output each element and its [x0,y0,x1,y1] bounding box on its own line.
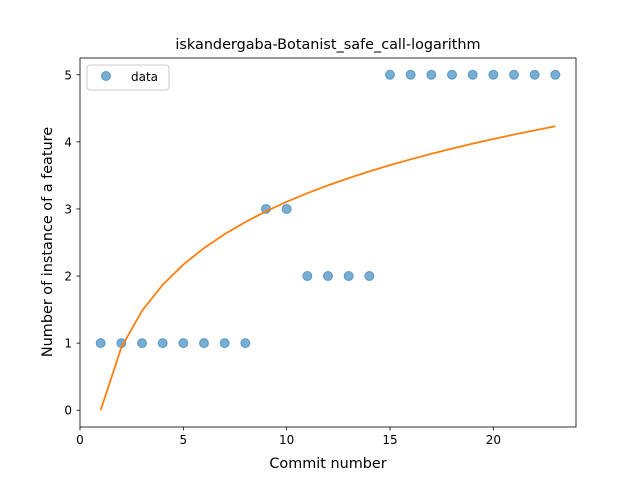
y-tick-label: 3 [64,202,72,216]
data-point [343,271,354,282]
data-point [157,338,168,349]
data-point [281,203,292,214]
y-tick-label: 2 [64,270,72,284]
y-axis-label: Number of instance of a feature [40,127,56,357]
data-point [529,69,540,80]
data-point [488,69,499,80]
y-tick-label: 0 [64,404,72,418]
x-tick-label: 5 [180,433,188,447]
x-tick-label: 15 [382,433,397,447]
data-point [137,338,147,349]
data-point [302,271,313,282]
fit-line [99,125,556,411]
data-point [178,338,189,349]
data-point [447,69,457,80]
chart-title: iskandergaba-Botanist_safe_call-logarith… [175,37,480,53]
x-tick-label: 10 [279,433,294,447]
y-tick-label: 5 [64,68,72,82]
y-tick-label: 1 [64,337,72,351]
data-point [550,69,561,80]
x-axis-label: Commit number [269,456,386,472]
data-point [385,69,395,80]
x-tick-label: 0 [76,433,84,447]
data-point [509,69,519,80]
legend-label-data: data [131,70,158,84]
data-point [426,69,437,80]
data-point [323,271,333,282]
data-point [219,338,230,349]
plot-area: 0 5 10 15 20 0 1 2 3 4 5 [64,57,577,447]
legend-marker-data [101,71,111,81]
data-point [467,69,478,80]
data-point [240,338,251,349]
y-tick-label: 4 [64,135,72,149]
axes-frame [79,57,577,428]
data-point [199,338,209,349]
x-tick-label: 20 [486,433,501,447]
legend: data [86,64,170,91]
data-point [405,69,416,80]
data-point [364,271,375,282]
data-point [95,338,106,349]
